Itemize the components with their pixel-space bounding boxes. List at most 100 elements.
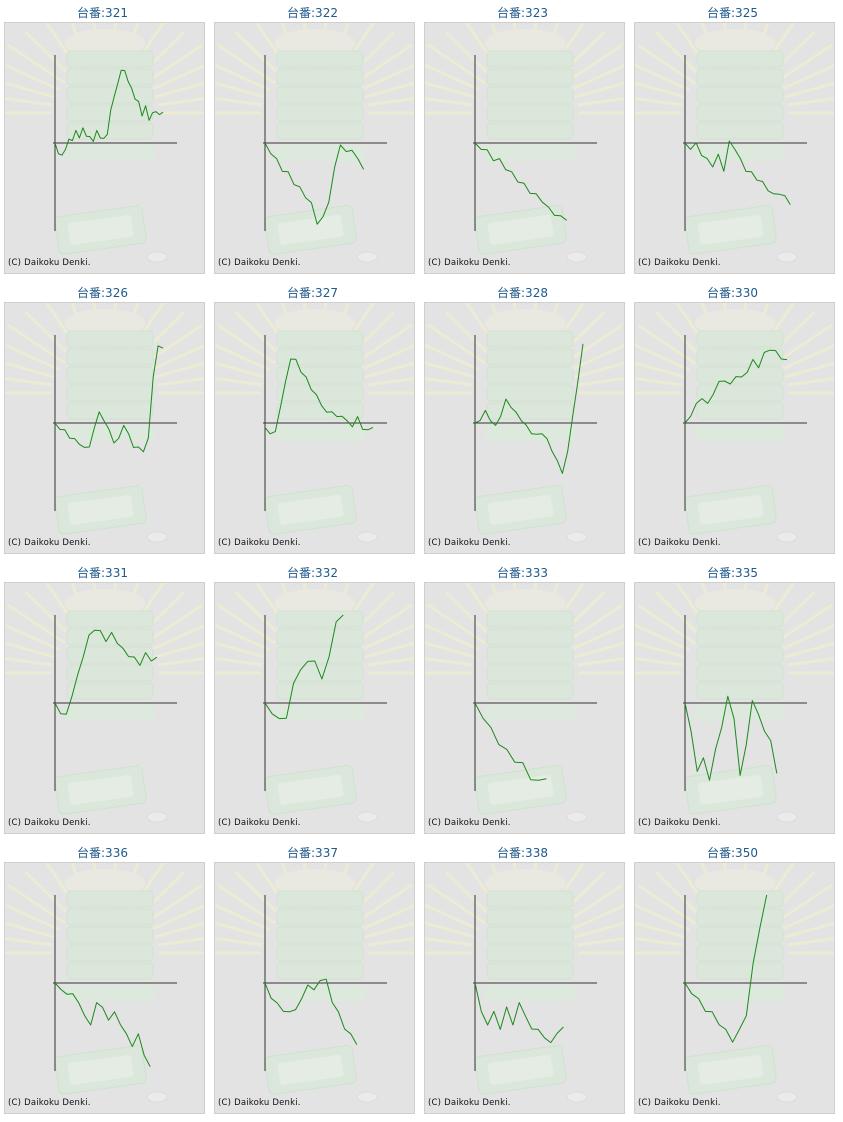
copyright-text: (C) Daikoku Denki.	[8, 538, 91, 548]
data-series-line	[684, 349, 787, 424]
chart-cell: 台番:325 (C) Daikoku Denki.	[630, 0, 835, 280]
machine-number-link[interactable]: 台番:325	[707, 6, 758, 20]
chart-cell: 台番:328 (C) Daikoku Denki.	[420, 280, 625, 560]
data-series-line	[54, 345, 164, 453]
chart-cell: 台番:337 (C) Daikoku Denki.	[210, 840, 415, 1120]
data-series-line	[474, 702, 547, 781]
machine-number-link[interactable]: 台番:323	[497, 6, 548, 20]
graph-svg	[425, 863, 624, 1103]
chart-cell: 台番:336 (C) Daikoku Denki.	[0, 840, 205, 1120]
background-illustration	[425, 583, 624, 823]
chart-cell: 台番:322 (C) Daikoku Denki.	[210, 0, 415, 280]
data-series-line	[264, 358, 374, 435]
background-illustration	[425, 303, 624, 543]
graph-svg	[5, 863, 204, 1103]
data-series-line	[54, 629, 158, 715]
machine-number-link[interactable]: 台番:322	[287, 6, 338, 20]
background-illustration	[215, 583, 414, 823]
data-series-line	[264, 142, 365, 225]
chart-cell: 台番:331 (C) Daikoku Denki.	[0, 560, 205, 840]
slump-graph: (C) Daikoku Denki.	[424, 582, 625, 834]
machine-number-link[interactable]: 台番:330	[707, 286, 758, 300]
slump-graph: (C) Daikoku Denki.	[634, 862, 835, 1114]
graph-svg	[635, 303, 834, 543]
background-illustration	[5, 863, 204, 1103]
graph-svg	[215, 23, 414, 263]
graph-svg	[5, 23, 204, 263]
machine-number-link[interactable]: 台番:328	[497, 286, 548, 300]
slump-graph: (C) Daikoku Denki.	[4, 302, 205, 554]
data-series-line	[684, 894, 768, 1043]
machine-number-link[interactable]: 台番:338	[497, 846, 548, 860]
background-illustration	[635, 583, 834, 823]
copyright-text: (C) Daikoku Denki.	[428, 1098, 511, 1108]
copyright-text: (C) Daikoku Denki.	[8, 258, 91, 268]
background-illustration	[635, 863, 834, 1103]
chart-cell: 台番:332 (C) Daikoku Denki.	[210, 560, 415, 840]
machine-number-link[interactable]: 台番:327	[287, 286, 338, 300]
graph-svg	[425, 23, 624, 263]
copyright-text: (C) Daikoku Denki.	[218, 818, 301, 828]
machine-number-link[interactable]: 台番:337	[287, 846, 338, 860]
background-illustration	[635, 23, 834, 263]
graph-svg	[215, 303, 414, 543]
graph-svg	[215, 863, 414, 1103]
slump-graph: (C) Daikoku Denki.	[634, 302, 835, 554]
machine-number-link[interactable]: 台番:326	[77, 286, 128, 300]
chart-cell: 台番:330 (C) Daikoku Denki.	[630, 280, 835, 560]
machine-number-link[interactable]: 台番:332	[287, 566, 338, 580]
machine-number-link[interactable]: 台番:335	[707, 566, 758, 580]
chart-cell: 台番:333 (C) Daikoku Denki.	[420, 560, 625, 840]
data-series-line	[474, 982, 564, 1044]
copyright-text: (C) Daikoku Denki.	[218, 538, 301, 548]
graph-svg	[635, 863, 834, 1103]
machine-number-link[interactable]: 台番:350	[707, 846, 758, 860]
data-series-line	[264, 978, 358, 1045]
copyright-text: (C) Daikoku Denki.	[638, 258, 721, 268]
graph-svg	[425, 583, 624, 823]
slump-graph: (C) Daikoku Denki.	[4, 582, 205, 834]
copyright-text: (C) Daikoku Denki.	[428, 818, 511, 828]
graph-svg	[215, 583, 414, 823]
chart-cell: 台番:350 (C) Daikoku Denki.	[630, 840, 835, 1120]
chart-cell: 台番:321 (C) Daikoku Denki.	[0, 0, 205, 280]
chart-cell: 台番:323 (C) Daikoku Denki.	[420, 0, 625, 280]
background-illustration	[5, 303, 204, 543]
copyright-text: (C) Daikoku Denki.	[638, 1098, 721, 1108]
data-series-line	[54, 982, 151, 1067]
slump-graph: (C) Daikoku Denki.	[424, 302, 625, 554]
data-series-line	[474, 142, 568, 221]
slump-graph: (C) Daikoku Denki.	[214, 582, 415, 834]
slump-graph: (C) Daikoku Denki.	[424, 862, 625, 1114]
background-illustration	[425, 23, 624, 263]
machine-number-link[interactable]: 台番:331	[77, 566, 128, 580]
machine-number-link[interactable]: 台番:336	[77, 846, 128, 860]
background-illustration	[5, 583, 204, 823]
graph-svg	[635, 583, 834, 823]
data-series-line	[684, 695, 778, 781]
copyright-text: (C) Daikoku Denki.	[218, 258, 301, 268]
machine-number-link[interactable]: 台番:333	[497, 566, 548, 580]
chart-cell: 台番:326 (C) Daikoku Denki.	[0, 280, 205, 560]
copyright-text: (C) Daikoku Denki.	[218, 1098, 301, 1108]
slump-graph: (C) Daikoku Denki.	[214, 302, 415, 554]
copyright-text: (C) Daikoku Denki.	[428, 258, 511, 268]
background-illustration	[425, 863, 624, 1103]
graph-svg	[5, 303, 204, 543]
data-series-line	[684, 140, 791, 205]
chart-cell: 台番:335 (C) Daikoku Denki.	[630, 560, 835, 840]
graph-svg	[635, 23, 834, 263]
background-illustration	[215, 23, 414, 263]
background-illustration	[5, 23, 204, 263]
data-series-line	[474, 343, 584, 474]
graph-svg	[425, 303, 624, 543]
copyright-text: (C) Daikoku Denki.	[428, 538, 511, 548]
machine-number-link[interactable]: 台番:321	[77, 6, 128, 20]
slump-graph: (C) Daikoku Denki.	[424, 22, 625, 274]
chart-cell: 台番:327 (C) Daikoku Denki.	[210, 280, 415, 560]
slump-graph: (C) Daikoku Denki.	[214, 862, 415, 1114]
background-illustration	[215, 863, 414, 1103]
chart-cell: 台番:338 (C) Daikoku Denki.	[420, 840, 625, 1120]
graph-svg	[5, 583, 204, 823]
